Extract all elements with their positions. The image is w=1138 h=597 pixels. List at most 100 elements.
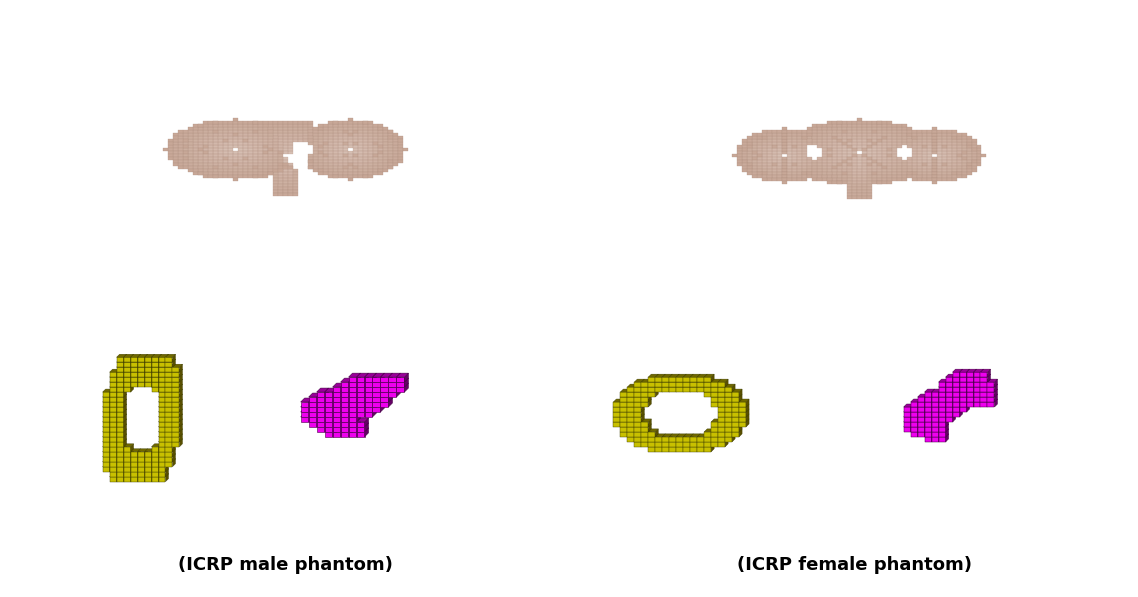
Bar [910,432,917,437]
Polygon shape [348,413,361,417]
Polygon shape [953,369,963,372]
Bar [901,130,907,133]
Polygon shape [959,394,970,397]
Bar [988,392,995,397]
Bar [213,160,218,163]
Polygon shape [131,379,141,382]
Bar [852,166,857,169]
Bar [116,382,124,387]
Polygon shape [404,373,409,382]
Bar [183,142,189,145]
Bar [817,172,822,175]
Bar [953,397,959,402]
Bar [131,362,138,367]
Polygon shape [145,379,148,387]
Polygon shape [124,429,126,437]
Bar [288,124,294,127]
Bar [972,151,976,154]
Bar [797,136,802,139]
Bar [782,139,787,142]
Bar [976,148,981,151]
Bar [872,130,876,133]
Bar [340,392,348,397]
Polygon shape [340,413,345,422]
Bar [718,442,725,447]
Polygon shape [158,379,162,387]
Polygon shape [324,393,337,397]
Bar [145,377,151,382]
Bar [872,130,876,133]
Polygon shape [158,473,168,476]
Polygon shape [332,393,345,397]
Bar [165,387,173,392]
Bar [737,151,742,154]
Bar [223,163,229,166]
Bar [704,382,711,387]
Bar [847,190,852,193]
Polygon shape [388,383,401,387]
Bar [937,139,941,142]
Polygon shape [145,449,155,452]
Bar [319,124,323,127]
Bar [338,172,343,175]
Polygon shape [340,398,345,407]
Bar [797,169,802,172]
Polygon shape [620,404,624,412]
Bar [213,133,218,136]
Bar [269,151,273,154]
Bar [620,392,627,397]
Polygon shape [966,374,970,382]
Bar [792,157,797,160]
Polygon shape [910,419,921,422]
Polygon shape [131,379,133,387]
Bar [762,178,767,181]
Polygon shape [109,464,119,467]
Bar [822,163,827,166]
Polygon shape [173,429,182,432]
Bar [398,157,403,160]
Polygon shape [711,424,721,427]
Polygon shape [158,409,168,412]
Bar [807,163,811,166]
Bar [269,133,273,136]
Polygon shape [939,434,949,437]
Bar [204,145,208,148]
Bar [817,142,822,145]
Bar [294,178,298,181]
Bar [165,402,173,407]
Bar [363,121,368,124]
Bar [842,148,847,151]
Polygon shape [116,424,119,432]
Bar [204,157,208,160]
Polygon shape [324,408,329,417]
Bar [887,154,892,157]
Polygon shape [173,404,182,407]
Polygon shape [939,404,949,407]
Polygon shape [173,389,175,397]
Bar [620,417,627,422]
Bar [283,127,288,130]
Bar [319,166,323,169]
Bar [912,163,916,166]
Bar [926,157,932,160]
Polygon shape [959,369,963,377]
Bar [887,148,892,151]
Polygon shape [953,394,963,397]
Bar [263,160,269,163]
Bar [782,127,787,130]
Polygon shape [634,439,644,442]
Polygon shape [634,434,644,437]
Bar [932,139,937,142]
Polygon shape [627,429,637,432]
Bar [208,139,213,142]
Bar [348,377,356,382]
Polygon shape [642,419,651,422]
Bar [836,130,842,133]
Bar [752,151,757,154]
Bar [897,145,901,148]
Polygon shape [910,409,914,417]
Bar [109,402,116,407]
Bar [872,163,876,166]
Polygon shape [966,404,970,412]
Bar [782,157,787,160]
